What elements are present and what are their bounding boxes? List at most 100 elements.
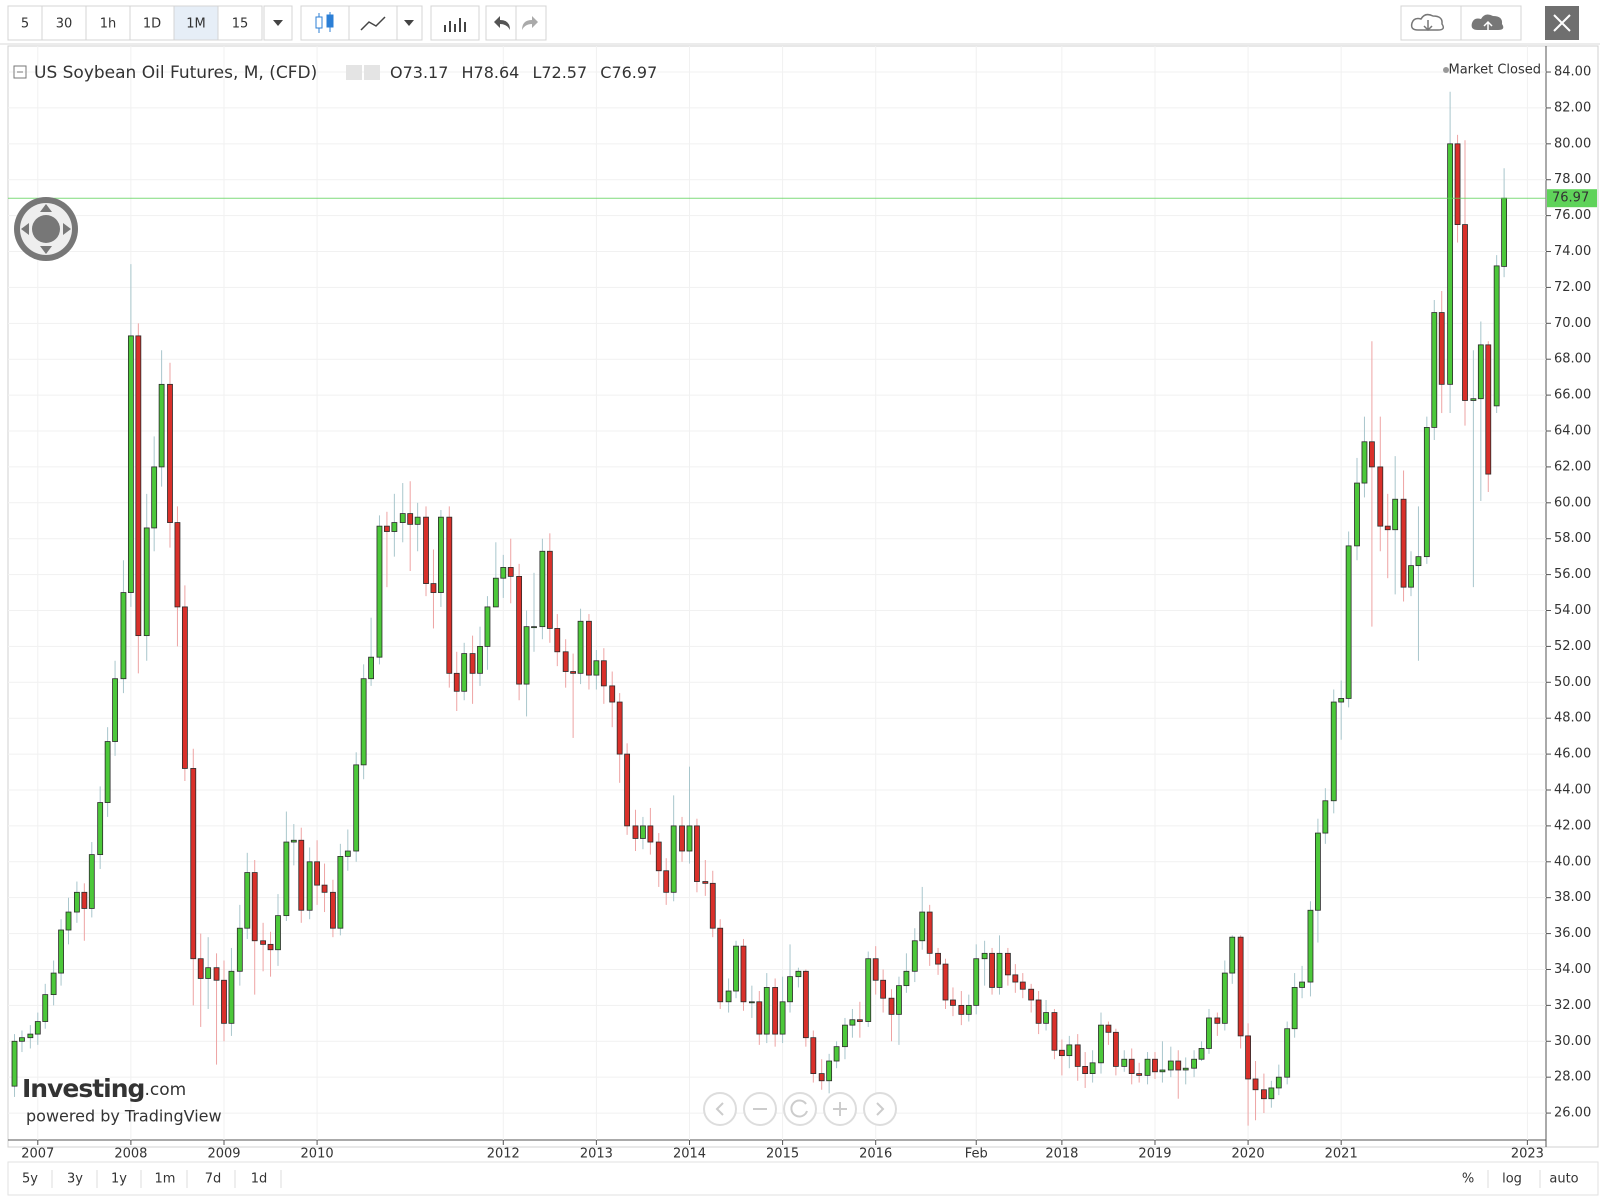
candle-body xyxy=(1206,1017,1212,1049)
candle-body xyxy=(1470,398,1477,401)
candle-body xyxy=(399,513,406,523)
candle-body xyxy=(748,1001,755,1004)
y-tick-label: 84.00 xyxy=(1554,65,1591,80)
candle-body xyxy=(507,567,514,577)
y-tick-label: 72.00 xyxy=(1554,280,1591,295)
candle-body xyxy=(1261,1089,1267,1100)
candle-body xyxy=(1377,466,1384,527)
y-tick-label: 80.00 xyxy=(1554,136,1591,151)
scroll-left-button[interactable] xyxy=(703,1092,737,1126)
dropdown-arrow xyxy=(404,20,414,26)
settings-toggle[interactable] xyxy=(364,65,380,80)
y-tick-label: 38.00 xyxy=(1554,890,1591,905)
scale-button[interactable]: log xyxy=(1502,1172,1522,1187)
interval-label: 1h xyxy=(100,17,117,32)
line-icon xyxy=(360,16,386,31)
interval-label: 1M xyxy=(186,17,206,32)
ohlc-value: 76.97 xyxy=(611,63,657,82)
ohlc-label: H xyxy=(462,63,474,82)
scroll-widget[interactable] xyxy=(14,197,78,261)
range-button[interactable]: 1y xyxy=(111,1172,127,1187)
interval-button[interactable] xyxy=(217,5,263,41)
candle-body xyxy=(1159,1069,1166,1073)
range-button[interactable]: 1d xyxy=(251,1172,268,1187)
candle-body xyxy=(950,999,956,1006)
candle-body xyxy=(221,979,227,1024)
candle-body xyxy=(484,606,491,647)
candle-body xyxy=(609,685,616,703)
scale-button[interactable]: auto xyxy=(1549,1172,1578,1187)
y-tick-label: 40.00 xyxy=(1554,854,1591,869)
load-chart-button[interactable] xyxy=(1400,5,1462,41)
candle-body xyxy=(740,945,747,1003)
x-tick-label: 2009 xyxy=(207,1147,240,1162)
candle-body xyxy=(756,1001,763,1035)
candle-body xyxy=(1431,312,1438,428)
interval-button[interactable] xyxy=(129,5,175,41)
candle-body xyxy=(989,952,995,988)
candle-body xyxy=(531,626,537,629)
candle-body xyxy=(717,927,724,1003)
range-button[interactable]: 3y xyxy=(67,1172,83,1187)
candle-body xyxy=(1299,981,1305,988)
candle-body xyxy=(1307,909,1314,983)
candle-body xyxy=(1098,1024,1104,1064)
save-chart-button[interactable] xyxy=(1460,5,1522,41)
candle-body xyxy=(640,825,646,839)
range-button[interactable]: 5y xyxy=(22,1172,38,1187)
range-button[interactable]: 1m xyxy=(155,1172,176,1187)
candle-body xyxy=(65,911,72,931)
x-tick-label: 2019 xyxy=(1138,1147,1171,1162)
interval-button[interactable] xyxy=(173,5,219,41)
candle-body xyxy=(973,958,980,1006)
scroll-right-button[interactable] xyxy=(863,1092,897,1126)
x-tick-label: 2015 xyxy=(766,1147,799,1162)
candle-body xyxy=(1128,1058,1135,1074)
collapse-toggle[interactable] xyxy=(13,65,27,79)
candle-body xyxy=(709,882,716,929)
candle-body xyxy=(1221,972,1228,1024)
candle-body xyxy=(205,967,212,979)
candle-body xyxy=(942,963,949,1001)
chart-frame xyxy=(7,45,1599,1148)
candle-body xyxy=(1275,1076,1282,1089)
interval-button[interactable] xyxy=(85,5,131,41)
candle-body xyxy=(919,911,926,942)
y-tick-label: 62.00 xyxy=(1554,459,1591,474)
candle-style-button[interactable] xyxy=(300,5,350,41)
close-icon xyxy=(1553,14,1571,32)
candle-body xyxy=(1198,1048,1205,1060)
interval-label: 1D xyxy=(143,17,161,32)
candle-body xyxy=(1191,1058,1197,1069)
candle-body xyxy=(772,987,779,1035)
line-style-button[interactable] xyxy=(348,5,398,41)
candle-body xyxy=(632,825,639,839)
range-controls: 5y 3y 1y 1m 7d 1d% log auto xyxy=(22,1170,1579,1188)
indicators-button[interactable] xyxy=(430,5,480,41)
y-tick-label: 42.00 xyxy=(1554,818,1591,833)
candle-body xyxy=(306,861,313,911)
candle-body xyxy=(81,891,88,909)
visibility-toggle[interactable] xyxy=(346,65,362,80)
candle-body xyxy=(842,1024,848,1048)
ohlc-value: 72.57 xyxy=(541,63,587,82)
candle-body xyxy=(461,653,468,692)
market-status: Market Closed xyxy=(1449,63,1542,78)
x-tick-label: 2014 xyxy=(673,1147,706,1162)
candle-body xyxy=(1167,1060,1174,1071)
candle-body xyxy=(11,1040,18,1087)
range-button[interactable]: 7d xyxy=(205,1172,222,1187)
candle-body xyxy=(926,911,933,954)
candle-body xyxy=(151,466,158,529)
candle-body xyxy=(616,701,623,755)
reset-button[interactable] xyxy=(783,1092,817,1126)
candle-body xyxy=(260,940,266,945)
interval-button[interactable] xyxy=(41,5,87,41)
candle-body xyxy=(1051,1012,1058,1051)
candle-body xyxy=(647,825,654,843)
candle-body xyxy=(733,945,739,992)
x-tick-label: Feb xyxy=(965,1147,988,1162)
scale-button[interactable]: % xyxy=(1462,1172,1474,1187)
candle-body xyxy=(34,1021,41,1035)
candle-body xyxy=(818,1073,825,1082)
